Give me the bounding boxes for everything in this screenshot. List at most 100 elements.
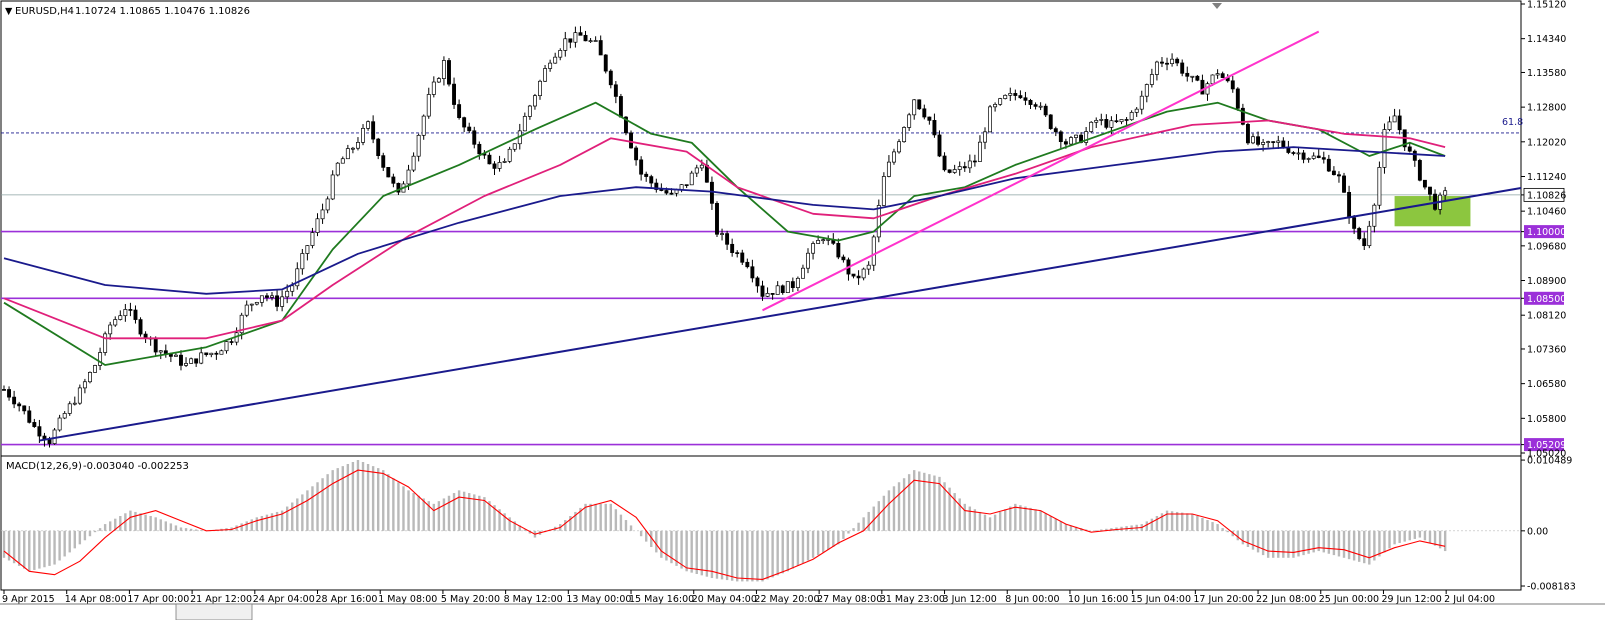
- candle: [689, 170, 694, 186]
- candle-body: [1281, 140, 1286, 148]
- candle-body: [254, 302, 259, 305]
- candle: [366, 120, 371, 131]
- candle: [396, 182, 401, 196]
- candle: [644, 171, 649, 182]
- candle: [310, 227, 315, 249]
- candle-body: [447, 60, 451, 85]
- candle-body: [452, 83, 456, 105]
- candle-body: [1013, 93, 1018, 96]
- candle-body: [315, 218, 320, 233]
- y-tick-label: 1.12800: [1527, 103, 1566, 114]
- candle-body: [376, 138, 381, 157]
- candle-body: [689, 172, 694, 186]
- candle: [917, 99, 922, 110]
- candle-body: [1422, 179, 1427, 188]
- candle-body: [709, 181, 714, 204]
- candle-body: [821, 239, 826, 242]
- macd-signal-line: [3, 469, 1446, 580]
- candle-body: [1190, 75, 1195, 78]
- candle-body: [1109, 120, 1114, 128]
- candle-body: [93, 365, 97, 373]
- candle: [361, 124, 365, 146]
- candle-body: [1089, 121, 1094, 132]
- candle: [447, 57, 451, 87]
- candle: [603, 54, 608, 74]
- candle: [275, 289, 280, 312]
- candle-body: [1428, 186, 1432, 195]
- candle-body: [568, 38, 573, 43]
- candle: [1094, 117, 1099, 128]
- candle: [806, 248, 810, 274]
- candle: [775, 281, 780, 295]
- candle: [1053, 126, 1058, 137]
- candle-body: [194, 358, 199, 364]
- candle-body: [1311, 155, 1316, 159]
- candle: [1008, 87, 1013, 102]
- candle-body: [1235, 88, 1240, 109]
- candle-body: [173, 354, 178, 357]
- candle: [836, 238, 841, 260]
- candle: [1003, 94, 1008, 100]
- candle-body: [532, 95, 537, 107]
- candle-body: [12, 396, 17, 405]
- candle: [1397, 109, 1402, 135]
- candle-body: [123, 309, 128, 317]
- candle: [578, 26, 583, 36]
- candle-body: [1053, 128, 1058, 133]
- candle-body: [1063, 141, 1068, 145]
- candle-body: [1377, 167, 1382, 206]
- candle-body: [790, 281, 795, 288]
- candle-body: [806, 252, 810, 269]
- candle-body: [320, 209, 325, 220]
- candle: [1337, 171, 1341, 183]
- candle-body: [917, 99, 922, 110]
- shift-marker-icon[interactable]: [1212, 3, 1222, 9]
- candle-body: [224, 341, 229, 352]
- candle: [300, 248, 305, 275]
- candle-body: [1266, 141, 1271, 143]
- x-tick-label: 9 Apr 2015: [2, 594, 55, 605]
- candle-body: [507, 148, 512, 162]
- candle-body: [1357, 228, 1362, 240]
- candle-body: [785, 281, 790, 293]
- candle: [335, 161, 340, 177]
- y-tick-label: 1.05800: [1527, 414, 1566, 425]
- y-tick-label: 1.12020: [1527, 137, 1566, 148]
- candle: [431, 76, 436, 98]
- candle-body: [189, 358, 194, 364]
- candle-body: [472, 130, 477, 145]
- candle: [598, 35, 603, 56]
- candle: [977, 135, 982, 162]
- candle: [72, 396, 77, 406]
- highlight-zone: [1394, 196, 1471, 227]
- candle: [790, 277, 795, 292]
- candle-body: [118, 315, 123, 320]
- candle: [441, 56, 446, 86]
- candle: [1149, 68, 1154, 88]
- candle-body: [1023, 97, 1028, 101]
- candle: [573, 26, 578, 48]
- x-tick-label: 27 May 08:00: [817, 594, 882, 605]
- candle: [1326, 154, 1331, 173]
- candle-body: [881, 176, 886, 206]
- header-arrow-icon[interactable]: ▼: [5, 6, 13, 17]
- candle: [563, 31, 568, 57]
- candle: [37, 419, 42, 443]
- candle: [113, 316, 118, 327]
- candle: [618, 93, 623, 118]
- candle: [654, 178, 659, 193]
- candle: [811, 241, 816, 260]
- candle: [1276, 135, 1281, 149]
- candle: [527, 104, 532, 120]
- candle: [649, 174, 654, 189]
- candle-body: [1038, 105, 1043, 108]
- candle: [1195, 74, 1200, 82]
- candle-body: [947, 169, 952, 173]
- candle: [715, 201, 719, 238]
- candle-body: [391, 176, 396, 184]
- candle: [421, 114, 426, 140]
- candle-body: [72, 402, 77, 405]
- candle-body: [527, 105, 532, 117]
